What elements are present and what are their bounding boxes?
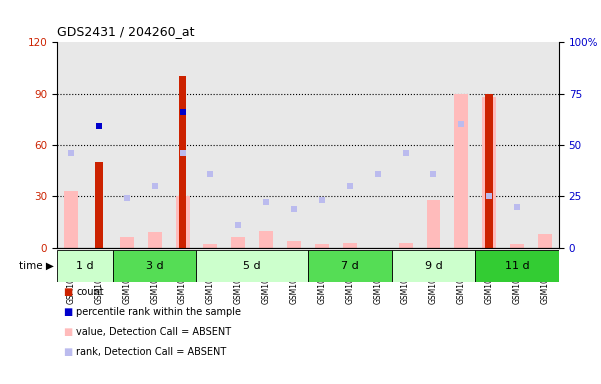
- Text: 11 d: 11 d: [505, 261, 529, 271]
- Bar: [482, 97, 496, 248]
- Bar: [486, 94, 493, 248]
- Bar: [197, 250, 308, 282]
- Text: rank, Detection Call = ABSENT: rank, Detection Call = ABSENT: [76, 347, 227, 357]
- Text: ■: ■: [63, 347, 72, 357]
- Text: 9 d: 9 d: [424, 261, 442, 271]
- Bar: [392, 250, 475, 282]
- Text: ■: ■: [63, 307, 72, 317]
- Bar: [538, 234, 552, 248]
- Bar: [120, 237, 134, 248]
- Bar: [287, 241, 301, 248]
- Bar: [454, 94, 468, 248]
- Text: 1 d: 1 d: [76, 261, 94, 271]
- Text: 5 d: 5 d: [243, 261, 261, 271]
- Bar: [259, 230, 273, 248]
- Bar: [427, 200, 441, 248]
- Bar: [204, 244, 218, 248]
- Text: ■: ■: [63, 287, 72, 297]
- Bar: [57, 250, 113, 282]
- Bar: [308, 250, 392, 282]
- Bar: [64, 191, 78, 248]
- Text: ■: ■: [63, 327, 72, 337]
- Bar: [175, 196, 189, 248]
- Bar: [510, 244, 524, 248]
- Bar: [315, 244, 329, 248]
- Bar: [178, 76, 186, 248]
- Bar: [343, 243, 357, 248]
- Bar: [148, 232, 162, 248]
- Text: GDS2431 / 204260_at: GDS2431 / 204260_at: [57, 25, 195, 38]
- Bar: [475, 250, 559, 282]
- Text: 3 d: 3 d: [146, 261, 163, 271]
- Text: count: count: [76, 287, 104, 297]
- Bar: [231, 237, 245, 248]
- Text: time ▶: time ▶: [19, 261, 54, 271]
- Bar: [398, 243, 412, 248]
- Bar: [95, 162, 103, 248]
- Text: percentile rank within the sample: percentile rank within the sample: [76, 307, 242, 317]
- Bar: [113, 250, 197, 282]
- Text: value, Detection Call = ABSENT: value, Detection Call = ABSENT: [76, 327, 231, 337]
- Text: 7 d: 7 d: [341, 261, 359, 271]
